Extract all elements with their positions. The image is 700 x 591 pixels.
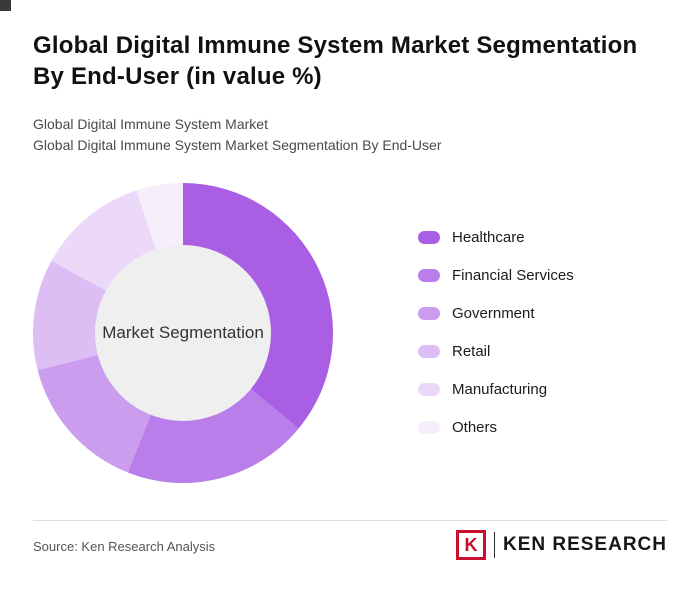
legend-label: Government bbox=[452, 304, 535, 322]
source-text: Source: Ken Research Analysis bbox=[33, 539, 216, 554]
page-title: Global Digital Immune System Market Segm… bbox=[33, 30, 673, 92]
legend-swatch-icon bbox=[418, 230, 440, 244]
legend-label: Retail bbox=[452, 342, 491, 360]
legend-label: Financial Services bbox=[452, 266, 574, 284]
legend-swatch-icon bbox=[418, 268, 440, 282]
legend-label: Healthcare bbox=[452, 228, 525, 246]
legend-item-others: Others bbox=[418, 416, 574, 438]
logo-separator bbox=[493, 532, 495, 558]
legend-item-manufacturing: Manufacturing bbox=[418, 378, 574, 400]
legend-label: Others bbox=[452, 418, 498, 436]
subtitle-line1: Global Digital Immune System Market bbox=[33, 116, 268, 132]
legend-swatch-icon bbox=[418, 306, 440, 320]
corner-mark bbox=[0, 0, 11, 11]
legend-item-government: Government bbox=[418, 302, 574, 324]
donut-inner-circle bbox=[95, 245, 271, 421]
donut-chart-area: Market Segmentation bbox=[33, 183, 333, 483]
chart-subtitles: Global Digital Immune System Market Glob… bbox=[33, 114, 442, 156]
subtitle-line2: Global Digital Immune System Market Segm… bbox=[33, 137, 442, 153]
legend-item-healthcare: Healthcare bbox=[418, 226, 574, 248]
legend-swatch-icon bbox=[418, 344, 440, 358]
page-title-line2: By End-User (in value %) bbox=[33, 63, 322, 90]
legend: Healthcare Financial Services Government Re… bbox=[418, 226, 574, 438]
legend-label: Manufacturing bbox=[452, 380, 548, 398]
logo-brand-text: KEN RESEARCH bbox=[502, 534, 667, 555]
legend-swatch-icon bbox=[418, 382, 440, 396]
ken-research-logo: K KEN RESEARCH bbox=[455, 530, 667, 560]
legend-item-financial-services: Financial Services bbox=[418, 264, 574, 286]
page-title-line1: Global Digital Immune System Market Segm… bbox=[33, 32, 638, 59]
donut-chart bbox=[33, 183, 333, 483]
legend-swatch-icon bbox=[418, 420, 440, 434]
logo-k-icon: K bbox=[455, 530, 486, 560]
legend-item-retail: Retail bbox=[418, 340, 574, 362]
footer-divider bbox=[33, 520, 667, 521]
